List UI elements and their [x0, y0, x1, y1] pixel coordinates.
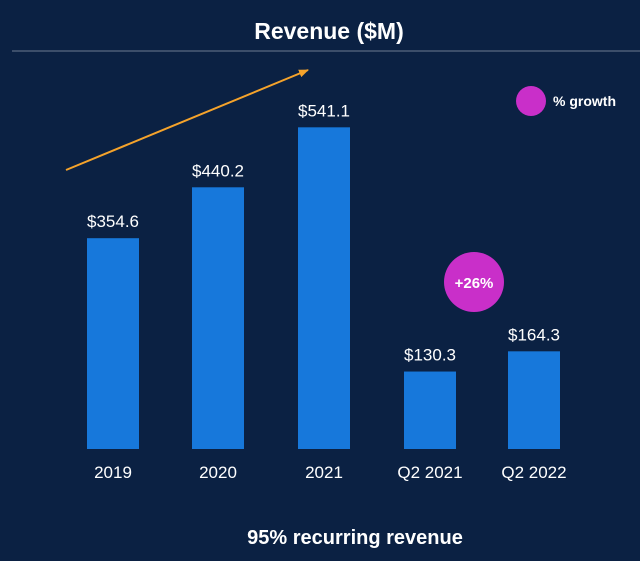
growth-badge-label: +26%	[455, 275, 494, 292]
category-label: Q2 2021	[397, 463, 462, 482]
data-label: $440.2	[192, 161, 244, 180]
data-label: $541.1	[298, 101, 350, 120]
category-label: 2021	[305, 463, 343, 482]
bar-2019	[87, 238, 139, 449]
data-label: $164.3	[508, 325, 560, 344]
chart-title: Revenue ($M)	[254, 18, 404, 44]
bar-q2-2022	[508, 351, 560, 449]
trend-arrow	[65, 69, 309, 171]
bar-2021	[298, 127, 350, 450]
bar-2020	[192, 187, 244, 450]
legend-growth-label: % growth	[553, 93, 616, 109]
data-label: $130.3	[404, 346, 456, 365]
category-label: Q2 2022	[501, 463, 566, 482]
category-label: 2020	[199, 463, 237, 482]
growth-badge	[444, 252, 504, 312]
legend-growth-swatch	[516, 86, 546, 116]
bar-q2-2021	[404, 371, 456, 449]
data-label: $354.6	[87, 212, 139, 231]
category-label: 2019	[94, 463, 132, 482]
recurring-revenue-note: 95% recurring revenue	[247, 527, 463, 549]
bars-group: $354.6 2019 $440.2 2020 $541.1 2021 $130.3 Q2 2…	[87, 101, 567, 482]
